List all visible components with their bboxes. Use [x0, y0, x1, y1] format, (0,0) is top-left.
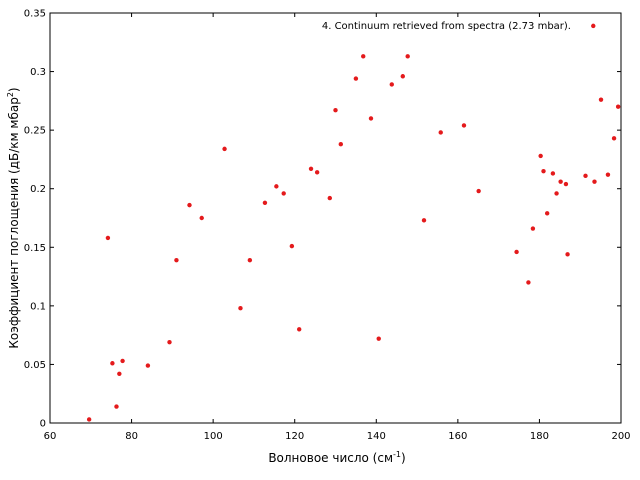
data-point: [297, 327, 302, 332]
x-tick-label: 120: [285, 431, 304, 442]
data-point: [544, 211, 550, 216]
data-point: [187, 202, 192, 208]
data-point: [389, 82, 394, 87]
y-axis-title: Коэффициент поглощения (дБ/км мбар2): [6, 87, 21, 348]
data-point: [110, 361, 115, 366]
data-point: [120, 358, 125, 364]
x-tick-label: 80: [125, 431, 138, 442]
data-point: [167, 339, 172, 345]
data-point: [405, 54, 410, 59]
data-point: [338, 142, 344, 147]
data-point: [565, 252, 570, 257]
data-point: [615, 104, 621, 109]
data-point: [199, 215, 204, 221]
y-tick-label: 0.15: [24, 243, 46, 254]
x-tick-label: 200: [611, 431, 630, 442]
x-axis-title-main: Волновое число (см: [268, 451, 393, 465]
data-points: [86, 23, 621, 422]
data-point: [314, 170, 320, 175]
data-point: [563, 181, 569, 187]
data-point: [222, 146, 227, 152]
data-point: [105, 235, 111, 241]
y-axis-title-end: ): [7, 87, 21, 92]
data-point: [421, 218, 427, 223]
data-point: [353, 76, 359, 81]
y-tick-label: 0.1: [30, 301, 46, 312]
x-axis-title-sup: -1: [393, 450, 401, 459]
y-tick-label: 0: [40, 419, 46, 430]
y-tick-label: 0.05: [24, 360, 46, 371]
x-tick-label: 180: [530, 431, 549, 442]
data-point: [554, 191, 559, 196]
data-point: [247, 257, 253, 263]
x-tick-label: 140: [367, 431, 386, 442]
y-tick-label: 0.2: [30, 184, 46, 195]
legend-label: 4. Continuum retrieved from spectra (2.7…: [322, 21, 571, 32]
data-point: [591, 23, 596, 29]
y-axis-title-main: Коэффициент поглощения (дБ/км мбар: [7, 97, 21, 348]
x-axis-title: Волновое число (см-1): [268, 450, 405, 465]
data-point: [114, 404, 119, 409]
data-point: [605, 172, 611, 177]
y-tick-label: 0.35: [24, 9, 46, 20]
data-point: [526, 280, 531, 285]
data-point: [262, 200, 268, 205]
data-point: [611, 136, 617, 141]
data-point: [550, 171, 556, 176]
data-point: [583, 173, 588, 179]
data-point: [530, 226, 536, 231]
x-axis: 60 80 100 120 140 160 180 200: [44, 13, 631, 442]
x-tick-label: 60: [44, 431, 57, 442]
x-axis-title-end: ): [401, 451, 406, 465]
data-point: [174, 257, 179, 263]
plot-frame: [49, 12, 622, 424]
data-point: [86, 417, 92, 422]
data-point: [438, 130, 443, 135]
data-point: [598, 97, 604, 102]
data-point: [308, 166, 314, 171]
data-point: [400, 74, 405, 79]
y-tick-label: 0.3: [30, 67, 46, 78]
data-point: [289, 243, 295, 249]
data-point: [361, 54, 366, 59]
data-point: [476, 188, 481, 194]
data-point: [368, 116, 374, 121]
data-point: [538, 153, 543, 159]
data-point: [281, 191, 286, 196]
data-point: [238, 306, 243, 311]
data-point: [461, 123, 467, 128]
data-point: [333, 108, 338, 113]
x-tick-label: 100: [204, 431, 223, 442]
y-tick-label: 0.25: [24, 126, 46, 137]
y-axis-title-sup: 2: [6, 92, 15, 97]
data-point: [376, 336, 381, 341]
data-point: [541, 168, 546, 174]
data-point: [592, 179, 597, 184]
data-point: [145, 363, 151, 368]
data-point: [327, 195, 332, 201]
data-point: [514, 249, 519, 255]
y-axis: 0 0.05 0.1 0.15 0.2 0.25 0.3 0.35: [24, 9, 621, 430]
data-point: [117, 371, 122, 376]
data-point: [274, 184, 279, 189]
data-point: [558, 179, 563, 184]
x-tick-label: 160: [448, 431, 467, 442]
